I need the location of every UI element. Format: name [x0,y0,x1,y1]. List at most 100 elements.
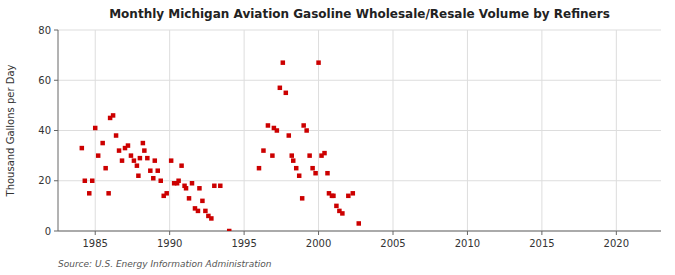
x-tick-label: 1990 [157,238,182,249]
point [169,158,174,163]
point [200,199,205,204]
y-tick-label: 60 [38,75,51,86]
point [179,163,184,168]
point [297,173,302,178]
point [93,126,98,131]
point [227,229,232,231]
y-tick [54,80,58,81]
x-tick [95,231,96,235]
point [135,163,140,168]
grid [58,30,661,231]
point [275,128,280,133]
x-tick [541,231,542,235]
point [357,221,362,226]
point [96,153,101,158]
point [129,153,134,158]
point [196,209,201,214]
point [184,186,189,191]
point [90,179,95,184]
point [136,173,141,178]
x-tick-label: 2015 [529,238,554,249]
point [111,113,116,118]
y-grid-line [58,130,661,131]
y-tick [54,30,58,31]
y-tick-label: 80 [38,25,51,36]
point [106,191,111,196]
point [132,158,137,163]
y-tick-label: 40 [38,125,51,136]
point [290,153,295,158]
point [197,186,202,191]
point [126,143,131,148]
point [148,168,153,173]
y-grid-line [58,231,661,232]
x-tick [393,231,394,235]
point [142,148,147,153]
point [83,179,88,184]
point [141,141,146,146]
point [291,158,296,163]
point [158,179,163,184]
title: Monthly Michigan Aviation Gasoline Whole… [109,7,610,21]
point [278,86,283,91]
point [209,216,214,221]
point [87,191,92,196]
point [340,211,345,216]
point [145,156,150,161]
x-tick [318,231,319,235]
x-tick-label: 1985 [82,238,107,249]
point [187,196,192,201]
point [151,176,156,181]
point [334,204,339,209]
point [307,153,312,158]
point [304,128,309,133]
point [103,166,108,171]
source: Source: U.S. Energy Information Administ… [58,259,272,269]
point [257,166,262,171]
x-tick [169,231,170,235]
point [100,141,105,146]
point [331,194,336,199]
point [212,184,217,189]
point [190,181,195,186]
x-tick-label: 2010 [455,238,480,249]
y-tick-label: 0 [45,226,51,237]
point [138,156,143,161]
point [153,158,158,163]
y-tick [54,231,58,232]
x-tick [467,231,468,235]
page: {"chart_data": {"type": "scatter", "titl… [0,0,675,275]
y-tick [54,180,58,181]
point [325,171,330,176]
point [266,123,271,128]
point [114,133,119,138]
point [261,148,266,153]
points [80,60,361,231]
y-ticks: 0 20 40 60 80 [38,25,58,237]
point [316,60,321,65]
point [120,158,125,163]
point [301,123,306,128]
point [284,91,289,96]
point [346,194,351,199]
point [117,148,122,153]
chart: 1985199019952000200520102015202002040608… [0,0,675,275]
point [156,168,161,173]
point [287,133,292,138]
y-tick-label: 20 [38,175,51,186]
x-ticks: 19851990199520002005201020152020 [82,231,629,249]
point [313,171,318,176]
point [164,191,169,196]
x-tick-label: 2000 [306,238,331,249]
point [270,153,275,158]
x-tick-label: 2005 [380,238,405,249]
y-grid-line [58,30,661,31]
point [218,184,223,189]
point [351,191,356,196]
x-tick [616,231,617,235]
y-axis-label: Thousand Gallons per Day [5,64,16,197]
point [294,166,299,171]
point [281,60,286,65]
y-grid-line [58,180,661,181]
point [322,151,327,156]
